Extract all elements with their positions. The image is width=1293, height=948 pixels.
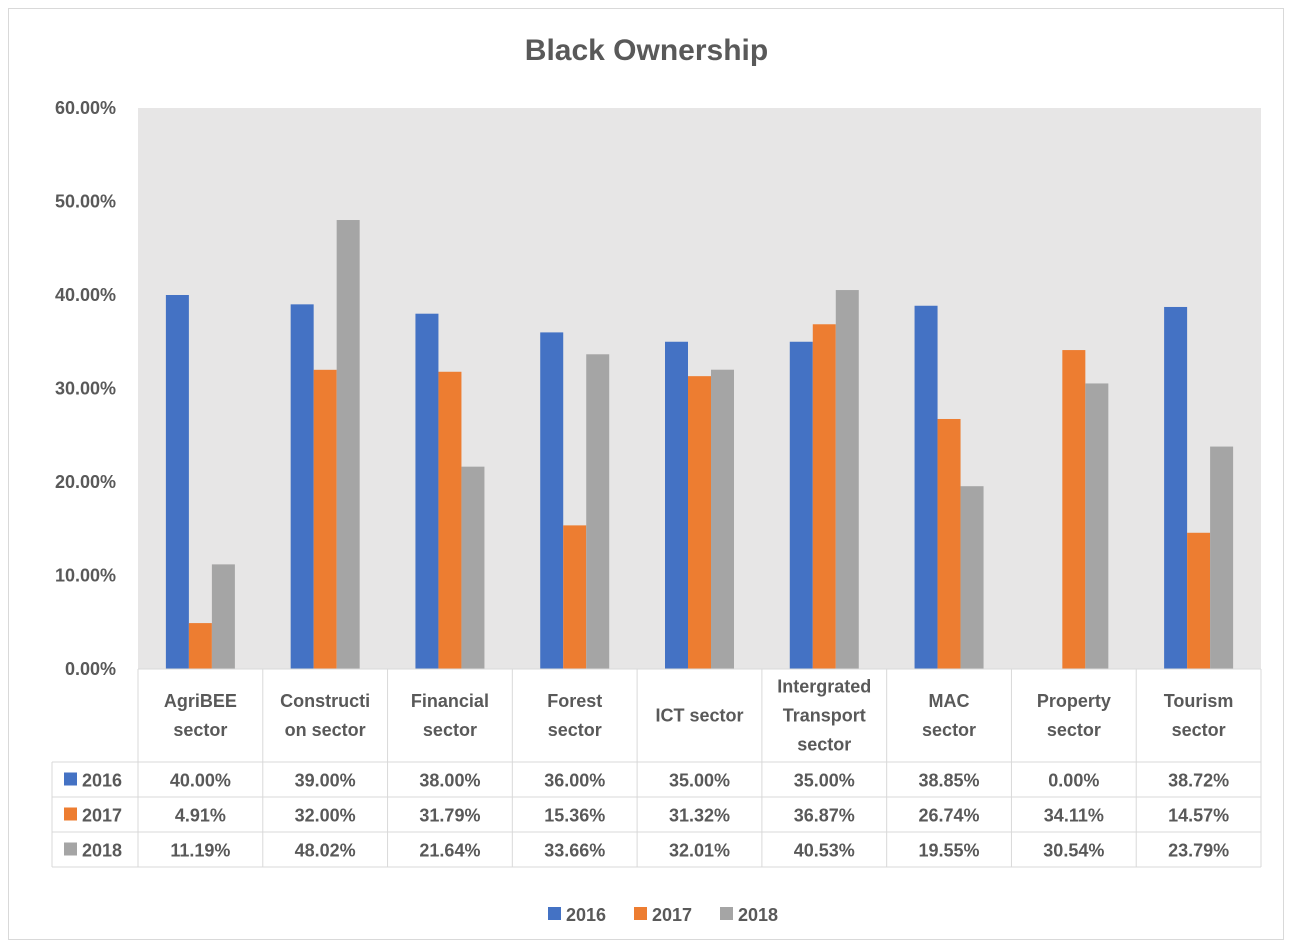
data-label: 30.54%: [1043, 841, 1104, 861]
data-label: 31.79%: [419, 806, 480, 826]
data-label: 34.11%: [1044, 806, 1104, 826]
bar-2017: [438, 371, 462, 669]
category-label: sector: [548, 720, 602, 740]
bar-2017: [188, 623, 212, 669]
bar-2016: [540, 332, 564, 669]
data-label: 23.79%: [1168, 841, 1229, 861]
legend-key-2016: [548, 907, 561, 920]
bar-2016: [290, 304, 314, 669]
category-label: ICT sector: [655, 706, 743, 726]
data-label: 21.64%: [419, 841, 480, 861]
bar-2016: [1164, 306, 1188, 669]
bar-2018: [211, 564, 235, 669]
legend-key-2017: [634, 907, 647, 920]
data-label: 36.87%: [794, 806, 855, 826]
bar-2018: [711, 369, 734, 669]
category-label: sector: [922, 720, 976, 740]
y-tick-label: 20.00%: [55, 472, 116, 492]
bar-2017: [1062, 350, 1086, 669]
y-tick-label: 50.00%: [55, 192, 116, 212]
bar-2018: [336, 220, 360, 669]
data-label: 35.00%: [669, 771, 730, 791]
legend-label: 2018: [738, 905, 778, 925]
bar-2018: [1085, 383, 1109, 669]
table-series-name: 2018: [82, 841, 122, 861]
category-label: sector: [797, 735, 851, 755]
bar-2018: [835, 290, 859, 669]
category-label: Constructi: [280, 691, 370, 711]
bar-2017: [563, 525, 587, 669]
data-label: 38.72%: [1168, 771, 1229, 791]
data-label: 15.36%: [544, 806, 605, 826]
data-label: 32.00%: [295, 806, 356, 826]
bar-2016: [914, 305, 938, 669]
data-label: 36.00%: [544, 771, 605, 791]
category-label: on sector: [285, 720, 366, 740]
legend-label: 2016: [566, 905, 606, 925]
data-label: 4.91%: [175, 806, 226, 826]
data-label: 14.57%: [1168, 806, 1229, 826]
category-label: Financial: [411, 691, 489, 711]
category-label: Forest: [547, 691, 602, 711]
y-tick-label: 30.00%: [55, 379, 116, 399]
data-label: 32.01%: [669, 841, 730, 861]
bar-2017: [313, 369, 337, 669]
table-legend-key-2016: [64, 772, 77, 786]
category-label: sector: [1047, 720, 1101, 740]
category-label: Intergrated: [777, 677, 871, 697]
data-label: 11.19%: [170, 841, 230, 861]
legend-key-2018: [720, 907, 733, 920]
bar-2016: [165, 295, 189, 669]
bar-2017: [688, 376, 711, 669]
category-label: Tourism: [1164, 691, 1234, 711]
bar-2017: [812, 324, 836, 669]
category-label: Property: [1037, 691, 1111, 711]
category-label: MAC: [929, 691, 970, 711]
y-tick-label: 10.00%: [55, 566, 116, 586]
category-label: sector: [423, 720, 477, 740]
data-label: 38.00%: [419, 771, 480, 791]
data-label: 35.00%: [794, 771, 855, 791]
data-label: 26.74%: [919, 806, 980, 826]
y-tick-label: 60.00%: [55, 98, 116, 118]
bar-2017: [1187, 532, 1211, 669]
data-label: 31.32%: [669, 806, 730, 826]
category-label: AgriBEE: [164, 691, 237, 711]
data-label: 39.00%: [295, 771, 356, 791]
data-label: 40.53%: [794, 841, 855, 861]
category-label: Transport: [783, 706, 866, 726]
chart-title: Black Ownership: [524, 34, 769, 67]
data-label: 48.02%: [295, 841, 356, 861]
bar-2016: [789, 341, 813, 669]
legend-label: 2017: [652, 905, 692, 925]
table-legend-key-2017: [64, 807, 77, 821]
bar-2018: [586, 354, 610, 669]
table-legend-key-2018: [64, 842, 77, 856]
bar-2018: [461, 466, 485, 669]
table-series-name: 2017: [82, 806, 122, 826]
data-label: 19.55%: [919, 841, 980, 861]
category-label: sector: [173, 720, 227, 740]
bar-2016: [415, 313, 439, 669]
data-label: 38.85%: [919, 771, 980, 791]
bar-2016: [665, 341, 688, 669]
y-tick-label: 40.00%: [55, 285, 116, 305]
bar-2018: [1210, 446, 1234, 669]
bar-2018: [960, 486, 984, 669]
data-label: 40.00%: [170, 771, 231, 791]
chart-frame: [8, 8, 1284, 940]
bar-2017: [937, 418, 961, 669]
y-tick-label: 0.00%: [65, 659, 116, 679]
data-label: 0.00%: [1048, 771, 1099, 791]
category-label: sector: [1172, 720, 1226, 740]
table-series-name: 2016: [82, 771, 122, 791]
data-label: 33.66%: [544, 841, 605, 861]
